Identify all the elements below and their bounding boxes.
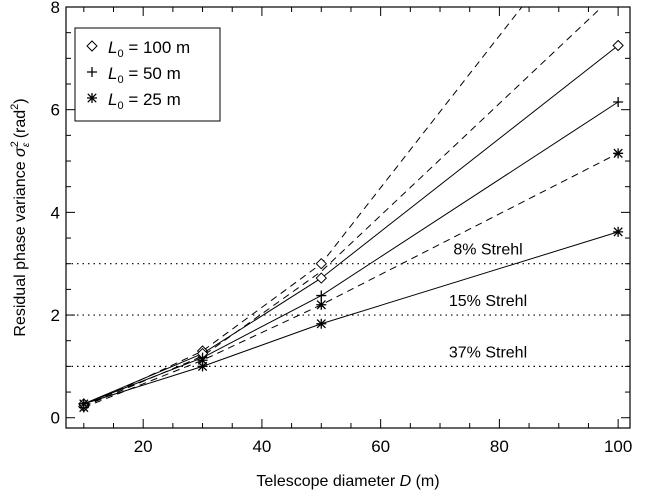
series-1-point-3: [315, 272, 327, 284]
x-tick-label: 60: [371, 437, 390, 456]
legend-entry-3: L0 = 25 m: [108, 90, 181, 112]
legend-entry-2: L0 = 50 m: [108, 64, 181, 86]
series-line-3: [83, 231, 619, 405]
legend-marker-1: [86, 40, 98, 52]
plot-area: [66, 7, 630, 413]
series-line-2: [83, 101, 619, 405]
plot-layer: 8% Strehl 15% Strehl 37% Strehl: [66, 7, 630, 413]
legend-entry-1: L0 = 100 m: [108, 38, 190, 60]
strehl-label-3: 37% Strehl: [449, 344, 527, 361]
x-axis-title: Telescope diameter D (m): [256, 473, 439, 490]
dashed-2-point-4: [613, 148, 624, 159]
series-3-point-2: [197, 361, 208, 372]
dashed-2-point-3: [316, 299, 327, 310]
x-tick-label: 20: [134, 437, 153, 456]
series-3-point-4: [613, 226, 624, 237]
x-tick-label: 100: [604, 437, 632, 456]
plot-frame: [65, 6, 631, 429]
x-tick-label: 40: [252, 437, 271, 456]
y-tick-label: 6: [51, 101, 60, 120]
y-axis-title: Residual phase variance σ2ε (rad2): [9, 98, 32, 336]
series-2-point-2: [197, 352, 208, 363]
y-tick-label: 0: [51, 409, 60, 428]
axes-layer: 20 40 60 80 100 0 2 4 6 8 Telescope diameter D (m)…: [9, 0, 632, 490]
series-line-1: [83, 45, 619, 405]
y-tick-label: 4: [51, 203, 60, 222]
series-3-point-1: [78, 398, 89, 409]
legend: L0 = 100 m L0 = 50 m L0 = 25 m: [74, 27, 221, 122]
strehl-label-1: 8% Strehl: [453, 242, 522, 259]
strehl-label-2: 15% Strehl: [449, 293, 527, 310]
y-tick-label: 2: [51, 306, 60, 325]
legend-marker-2: [87, 67, 97, 77]
x-tick-label: 80: [490, 437, 509, 456]
dashed-series-2: [83, 152, 619, 408]
series-2-point-4: [613, 96, 624, 107]
series-2-point-3: [316, 290, 327, 301]
legend-marker-3: [87, 93, 97, 103]
y-tick-label: 8: [51, 0, 60, 17]
legend-box: [74, 27, 221, 122]
series-1-point-4: [612, 39, 624, 52]
series-3-point-3: [316, 318, 327, 329]
dashed-1-point-3: [315, 257, 327, 270]
